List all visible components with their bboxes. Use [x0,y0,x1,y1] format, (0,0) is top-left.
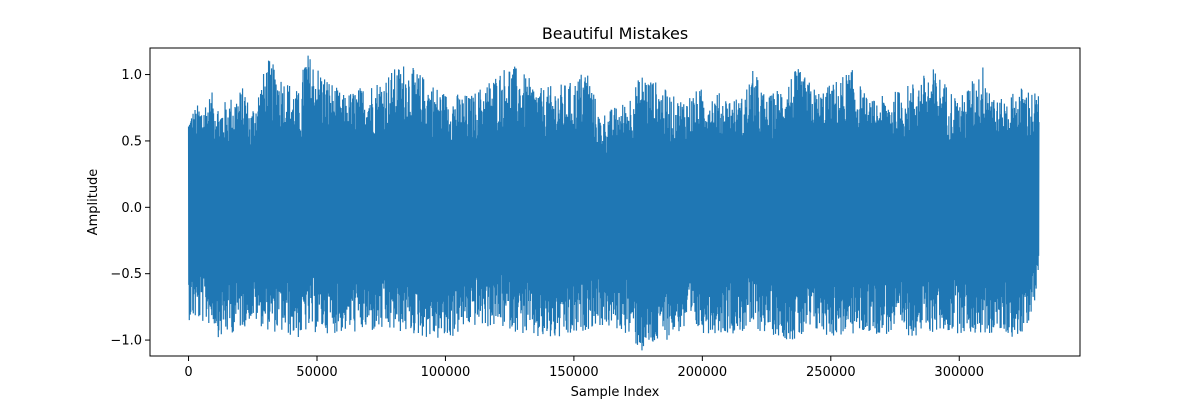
y-tick-label: −0.5 [110,267,142,282]
y-tick-label: 1.0 [121,68,142,83]
x-tick-label: 250000 [806,365,856,380]
y-axis-ticks: −1.0 −0.5 0.0 0.5 1.0 [110,68,150,349]
x-axis-ticks: 0 50000 100000 150000 200000 250000 300000 [184,356,984,380]
y-tick-label: −1.0 [110,334,142,349]
plot-frame [149,47,1081,357]
waveform-series-line [187,55,1040,351]
x-tick-label: 0 [184,365,192,380]
x-tick-label: 50000 [296,365,337,380]
chart-title: Beautiful Mistakes [542,24,688,43]
y-tick-label: 0.0 [121,201,142,216]
x-axis-label: Sample Index [571,385,660,400]
x-tick-label: 300000 [934,365,984,380]
plot-area [149,47,1081,357]
x-tick-label: 100000 [421,365,471,380]
x-tick-label: 200000 [678,365,728,380]
x-tick-label: 150000 [549,365,599,380]
y-axis-label: Amplitude [86,169,101,236]
y-tick-label: 0.5 [121,134,142,149]
series-layer [187,55,1040,351]
